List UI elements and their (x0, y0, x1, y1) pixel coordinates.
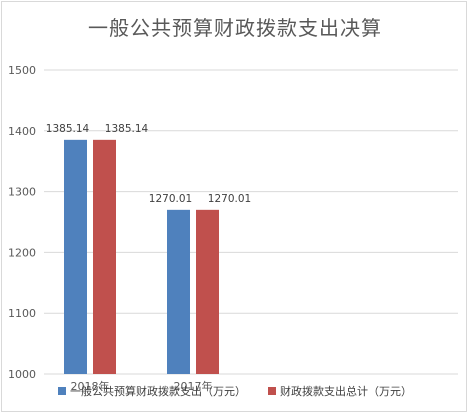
data-label-series-1-1: 1270.01 (149, 193, 192, 205)
y-tick-label-1300: 1300 (8, 186, 36, 199)
legend-label-series-1: 一般公共预算财政拨款支出（万元） (70, 385, 246, 398)
legend-item-series-1: 一般公共预算财政拨款支出（万元） (58, 383, 246, 399)
y-tick-label-1100: 1100 (8, 307, 36, 320)
legend: 一般公共预算财政拨款支出（万元） 财政拨款支出总计（万元） (0, 383, 470, 399)
legend-swatch-series-1 (58, 387, 66, 395)
legend-item-series-2: 财政拨款支出总计（万元） (268, 383, 412, 399)
chart-title: 一般公共预算财政拨款支出决算 (88, 16, 382, 40)
y-tick-label-1200: 1200 (8, 246, 36, 259)
x-tick-label-0: 2018年 (71, 379, 110, 393)
data-label-series-2-0: 1385.14 (105, 123, 149, 135)
x-tick-label-1: 2017年 (174, 379, 213, 393)
data-label-series-2-1: 1270.01 (208, 193, 251, 205)
bar-series-2-1 (196, 209, 219, 374)
legend-label-series-2: 财政拨款支出总计（万元） (280, 385, 412, 398)
data-label-series-1-0: 1385.14 (46, 123, 90, 135)
bar-series-1-0 (64, 139, 87, 374)
bar-series-2-0 (93, 139, 116, 374)
y-tick-label-1000: 1000 (8, 368, 36, 381)
y-tick-label-1500: 1500 (8, 64, 36, 77)
y-tick-label-1400: 1400 (8, 125, 36, 138)
legend-swatch-series-2 (268, 387, 276, 395)
bar-series-1-1 (167, 209, 190, 374)
